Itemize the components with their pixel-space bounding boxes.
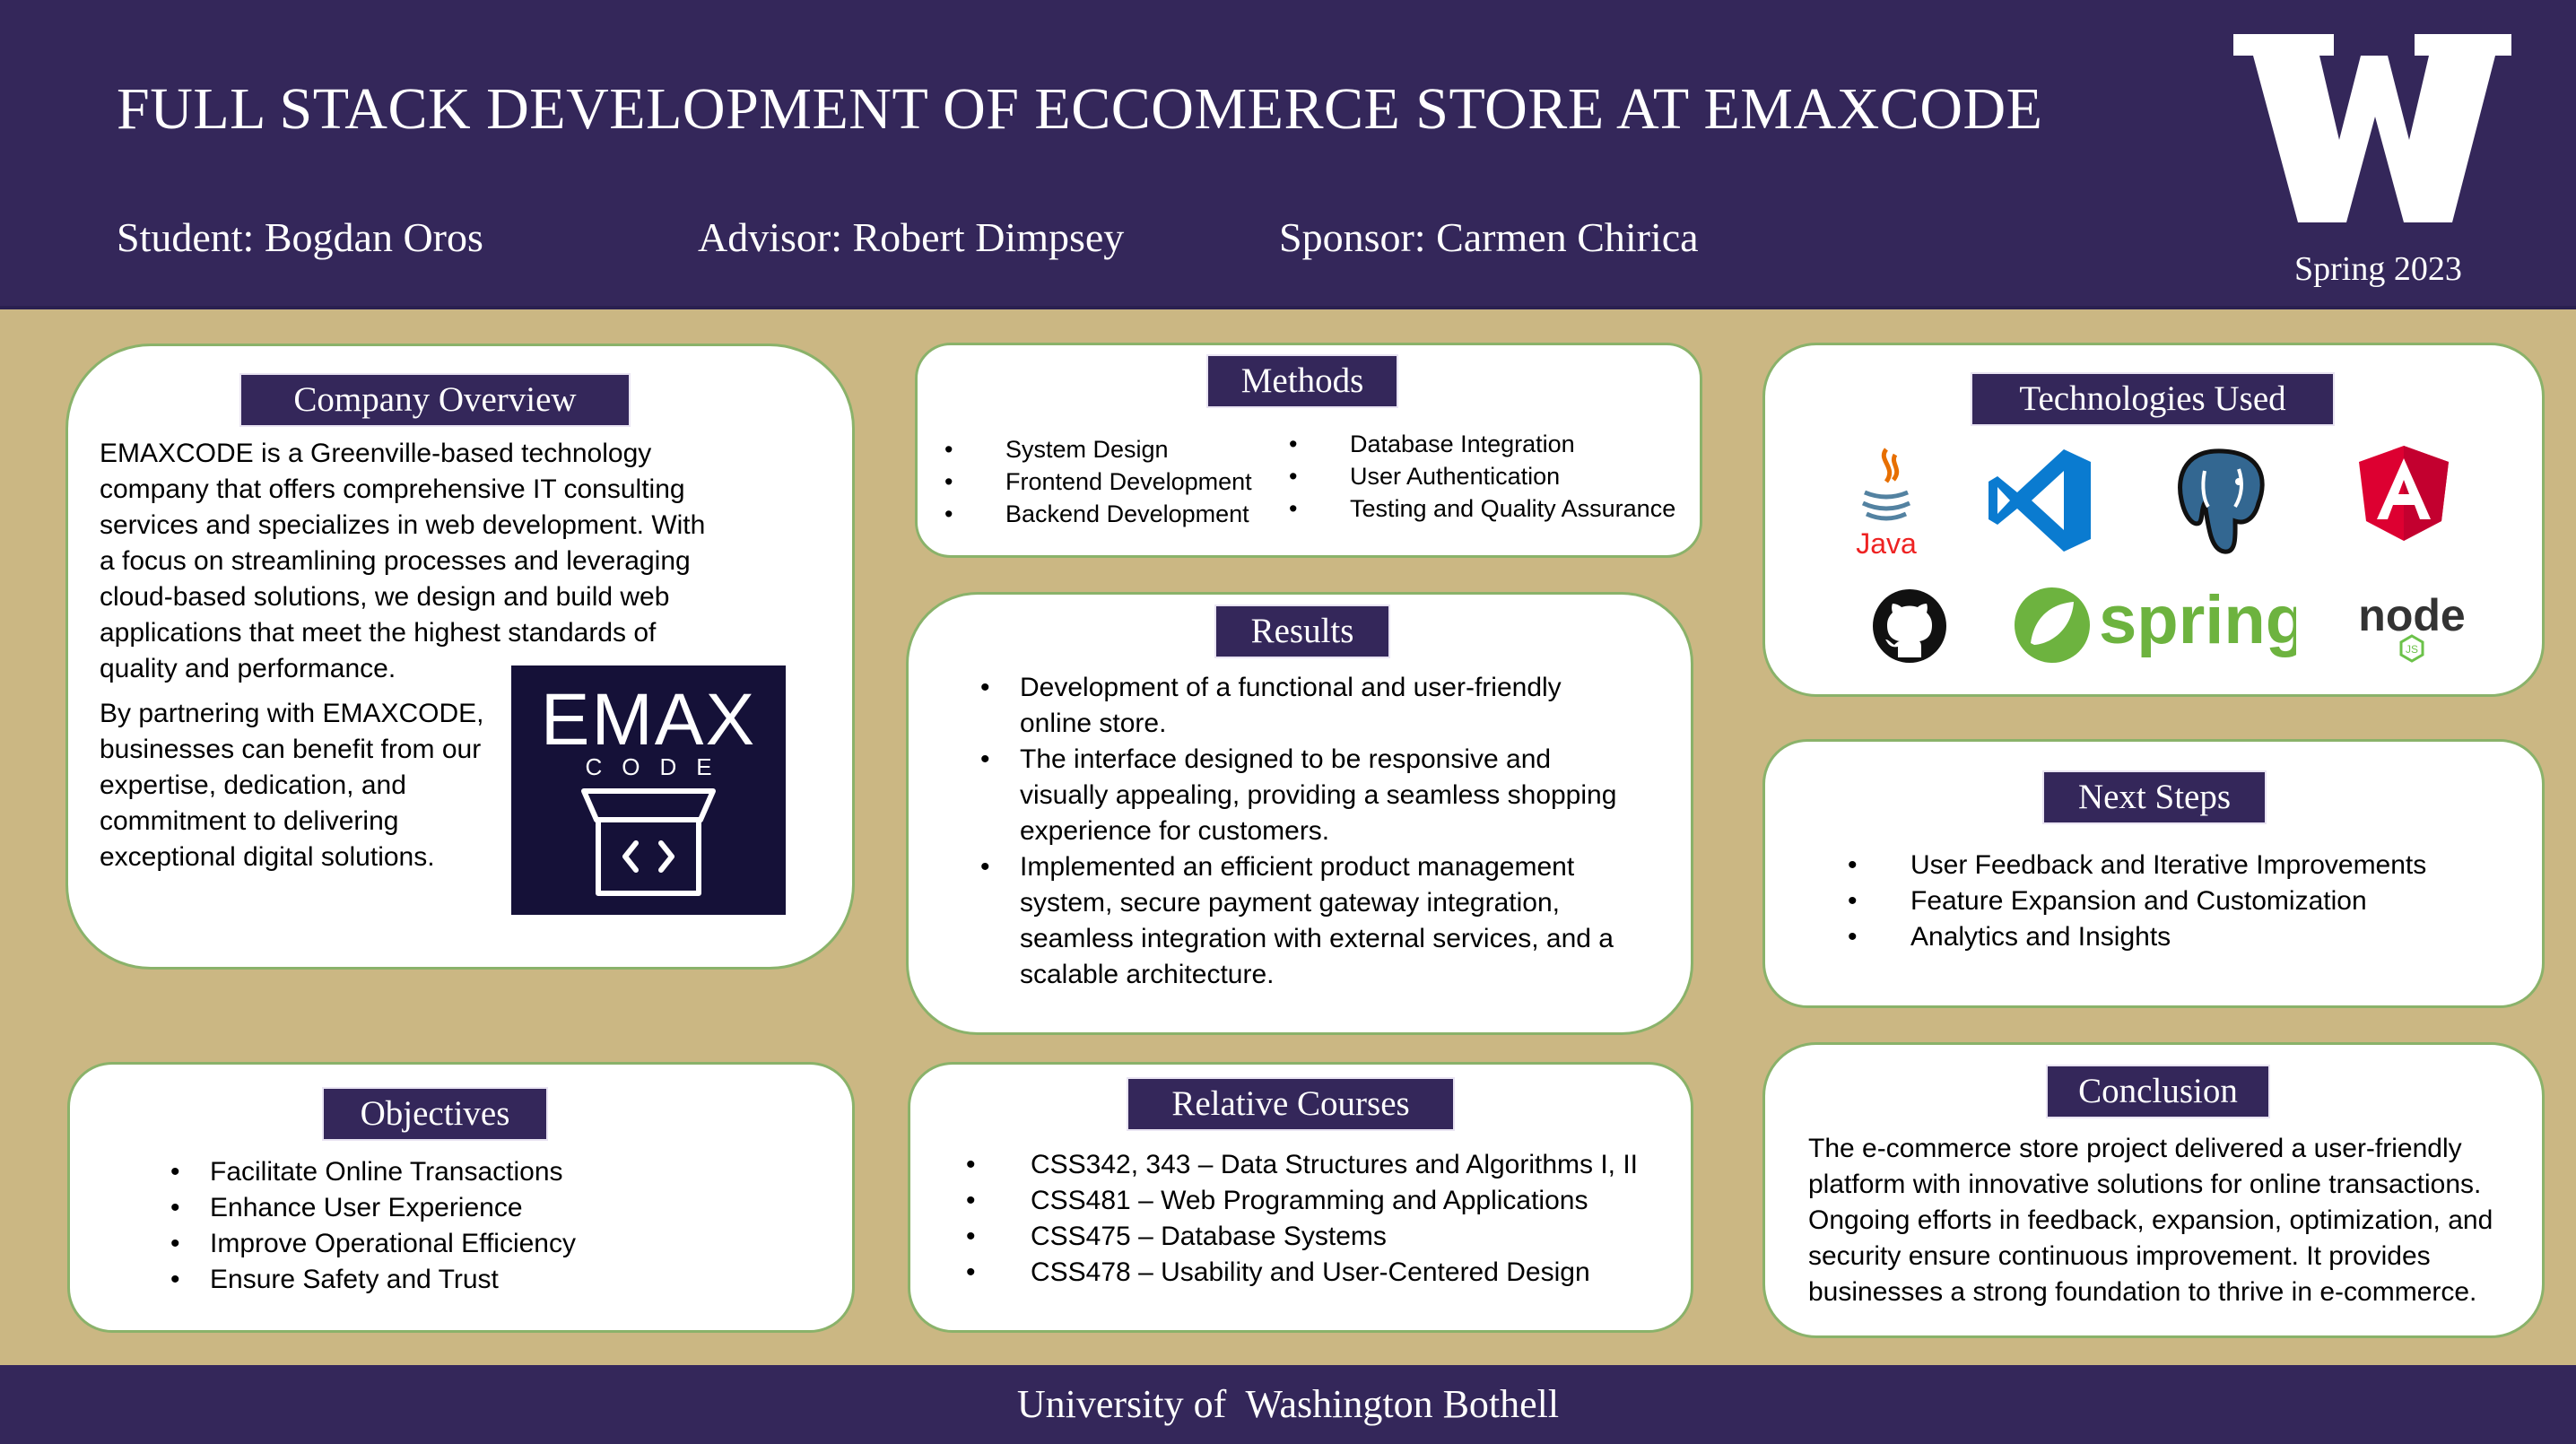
text-line: The interface designed to be responsive … — [1020, 744, 1552, 774]
list-item: Development of a functional and user-fri… — [980, 670, 1616, 742]
list-item: Improve Operational Efficiency — [170, 1226, 576, 1262]
list-item: Ensure Safety and Trust — [170, 1262, 576, 1298]
text-line: By partnering with EMAXCODE, — [100, 699, 484, 728]
relative-courses-card: Relative Courses CSS342, 343 – Data Stru… — [908, 1062, 1693, 1333]
nodejs-sub-label: JS — [2406, 643, 2418, 656]
emaxcode-logo-subtext: CODE — [585, 753, 732, 780]
text-line: experience for customers. — [1020, 816, 1330, 846]
text-line: company that offers comprehensive IT con… — [100, 474, 685, 504]
results-heading: Results — [1214, 605, 1390, 658]
next-steps-list: User Feedback and Iterative Improvements… — [1848, 848, 2426, 955]
emaxcode-logo: EMAX CODE — [511, 665, 786, 915]
text-line: The e-commerce store project delivered a… — [1808, 1134, 2462, 1163]
text-line: system, secure payment gateway integrati… — [1020, 888, 1560, 918]
list-item: CSS342, 343 – Data Structures and Algori… — [966, 1147, 1638, 1183]
list-item: CSS475 – Database Systems — [966, 1219, 1638, 1255]
list-item: Feature Expansion and Customization — [1848, 883, 2426, 919]
postgresql-icon — [2178, 448, 2265, 554]
list-item: Implemented an efficient product managem… — [980, 849, 1616, 993]
results-card: Results Development of a functional and … — [906, 592, 1693, 1035]
text-line: expertise, dedication, and — [100, 770, 406, 800]
github-icon — [1873, 589, 1946, 663]
text-line: exceptional digital solutions. — [100, 842, 435, 872]
text-line: a focus on streamlining processes and le… — [100, 546, 691, 576]
text-line: Development of a functional and user-fri… — [1020, 673, 1562, 702]
advisor-name: Advisor: Robert Dimpsey — [698, 214, 1125, 260]
objectives-card: Objectives Facilitate Online Transaction… — [67, 1062, 855, 1333]
open-box-icon — [581, 788, 716, 896]
list-item: The interface designed to be responsive … — [980, 742, 1616, 849]
text-line: cloud-based solutions, we design and bui… — [100, 582, 670, 612]
list-item: Database Integration — [1289, 428, 1675, 460]
emaxcode-logo-text: EMAX — [540, 679, 757, 761]
next-steps-card: Next Steps User Feedback and Iterative I… — [1762, 739, 2545, 1008]
conclusion-heading: Conclusion — [2046, 1065, 2270, 1118]
sponsor-name: Sponsor: Carmen Chirica — [1279, 214, 1699, 260]
text-line: scalable architecture. — [1020, 960, 1275, 989]
vscode-icon — [1989, 449, 2091, 552]
next-steps-heading: Next Steps — [2042, 770, 2267, 824]
java-label: Java — [1856, 527, 1917, 559]
text-line: seamless integration with external servi… — [1020, 924, 1614, 953]
spring-label: spring — [2099, 582, 2296, 658]
company-overview-heading: Company Overview — [239, 373, 631, 427]
text-line: quality and performance. — [100, 654, 396, 683]
spring-icon: spring — [2015, 582, 2296, 663]
list-item: User Authentication — [1289, 460, 1675, 492]
technologies-card: Technologies Used Java spring node JS — [1762, 343, 2545, 697]
relative-courses-list: CSS342, 343 – Data Structures and Algori… — [966, 1147, 1638, 1291]
university-name: University of Washington Bothell — [1016, 1382, 1560, 1426]
methods-card: Methods System Design Frontend Developme… — [915, 343, 1702, 558]
poster-title: FULL STACK DEVELOPMENT OF ECCOMERCE STOR… — [117, 76, 2043, 142]
text-line: platform with innovative solutions for o… — [1808, 1170, 2482, 1199]
list-item: Facilitate Online Transactions — [170, 1154, 576, 1190]
conclusion-card: Conclusion The e-commerce store project … — [1762, 1042, 2545, 1338]
methods-list-right: Database Integration User Authentication… — [1289, 428, 1675, 525]
list-item: CSS481 – Web Programming and Application… — [966, 1183, 1638, 1219]
company-overview-paragraph-1: EMAXCODE is a Greenville-based technolog… — [100, 436, 705, 687]
student-name: Student: Bogdan Oros — [117, 214, 483, 260]
text-line: businesses can benefit from our — [100, 735, 482, 764]
objectives-list: Facilitate Online Transactions Enhance U… — [170, 1154, 576, 1298]
footer-banner: University of Washington Bothell — [0, 1365, 2576, 1444]
text-line: businesses a strong foundation to thrive… — [1808, 1277, 2477, 1307]
methods-list-left: System Design Frontend Development Backe… — [944, 433, 1252, 530]
nodejs-label: node — [2358, 593, 2465, 640]
text-line: Implemented an efficient product managem… — [1020, 852, 1575, 882]
text-line: commitment to delivering — [100, 806, 399, 836]
nodejs-icon: node JS — [2358, 593, 2466, 663]
text-line: Ongoing efforts in feedback, expansion, … — [1808, 1205, 2493, 1235]
list-item: Analytics and Insights — [1848, 919, 2426, 955]
text-line: online store. — [1020, 709, 1167, 738]
company-overview-card: Company Overview EMAXCODE is a Greenvill… — [65, 344, 855, 970]
list-item: Backend Development — [944, 498, 1252, 530]
list-item: User Feedback and Iterative Improvements — [1848, 848, 2426, 883]
header-banner: FULL STACK DEVELOPMENT OF ECCOMERCE STOR… — [0, 0, 2576, 309]
list-item: System Design — [944, 433, 1252, 465]
text-line: services and specializes in web developm… — [100, 510, 706, 540]
text-line: security ensure continuous improvement. … — [1808, 1241, 2431, 1271]
methods-heading: Methods — [1206, 354, 1398, 408]
list-item: Enhance User Experience — [170, 1190, 576, 1226]
angular-icon — [2359, 446, 2449, 541]
company-overview-paragraph-2: By partnering with EMAXCODE, businesses … — [100, 696, 483, 875]
text-line: EMAXCODE is a Greenville-based technolog… — [100, 439, 652, 468]
list-item: Testing and Quality Assurance — [1289, 492, 1675, 525]
uw-w-logo-icon — [2233, 34, 2511, 222]
list-item: CSS478 – Usability and User-Centered Des… — [966, 1255, 1638, 1291]
java-icon: Java — [1856, 448, 1917, 559]
results-list: Development of a functional and user-fri… — [980, 670, 1616, 993]
conclusion-text: The e-commerce store project delivered a… — [1808, 1131, 2493, 1310]
text-line: visually appealing, providing a seamless… — [1020, 780, 1617, 810]
relative-courses-heading: Relative Courses — [1127, 1077, 1455, 1131]
objectives-heading: Objectives — [322, 1087, 548, 1141]
term-label: Spring 2023 — [2294, 250, 2462, 288]
technologies-heading: Technologies Used — [1971, 372, 2335, 426]
list-item: Frontend Development — [944, 465, 1252, 498]
text-line: applications that meet the highest stand… — [100, 618, 657, 648]
